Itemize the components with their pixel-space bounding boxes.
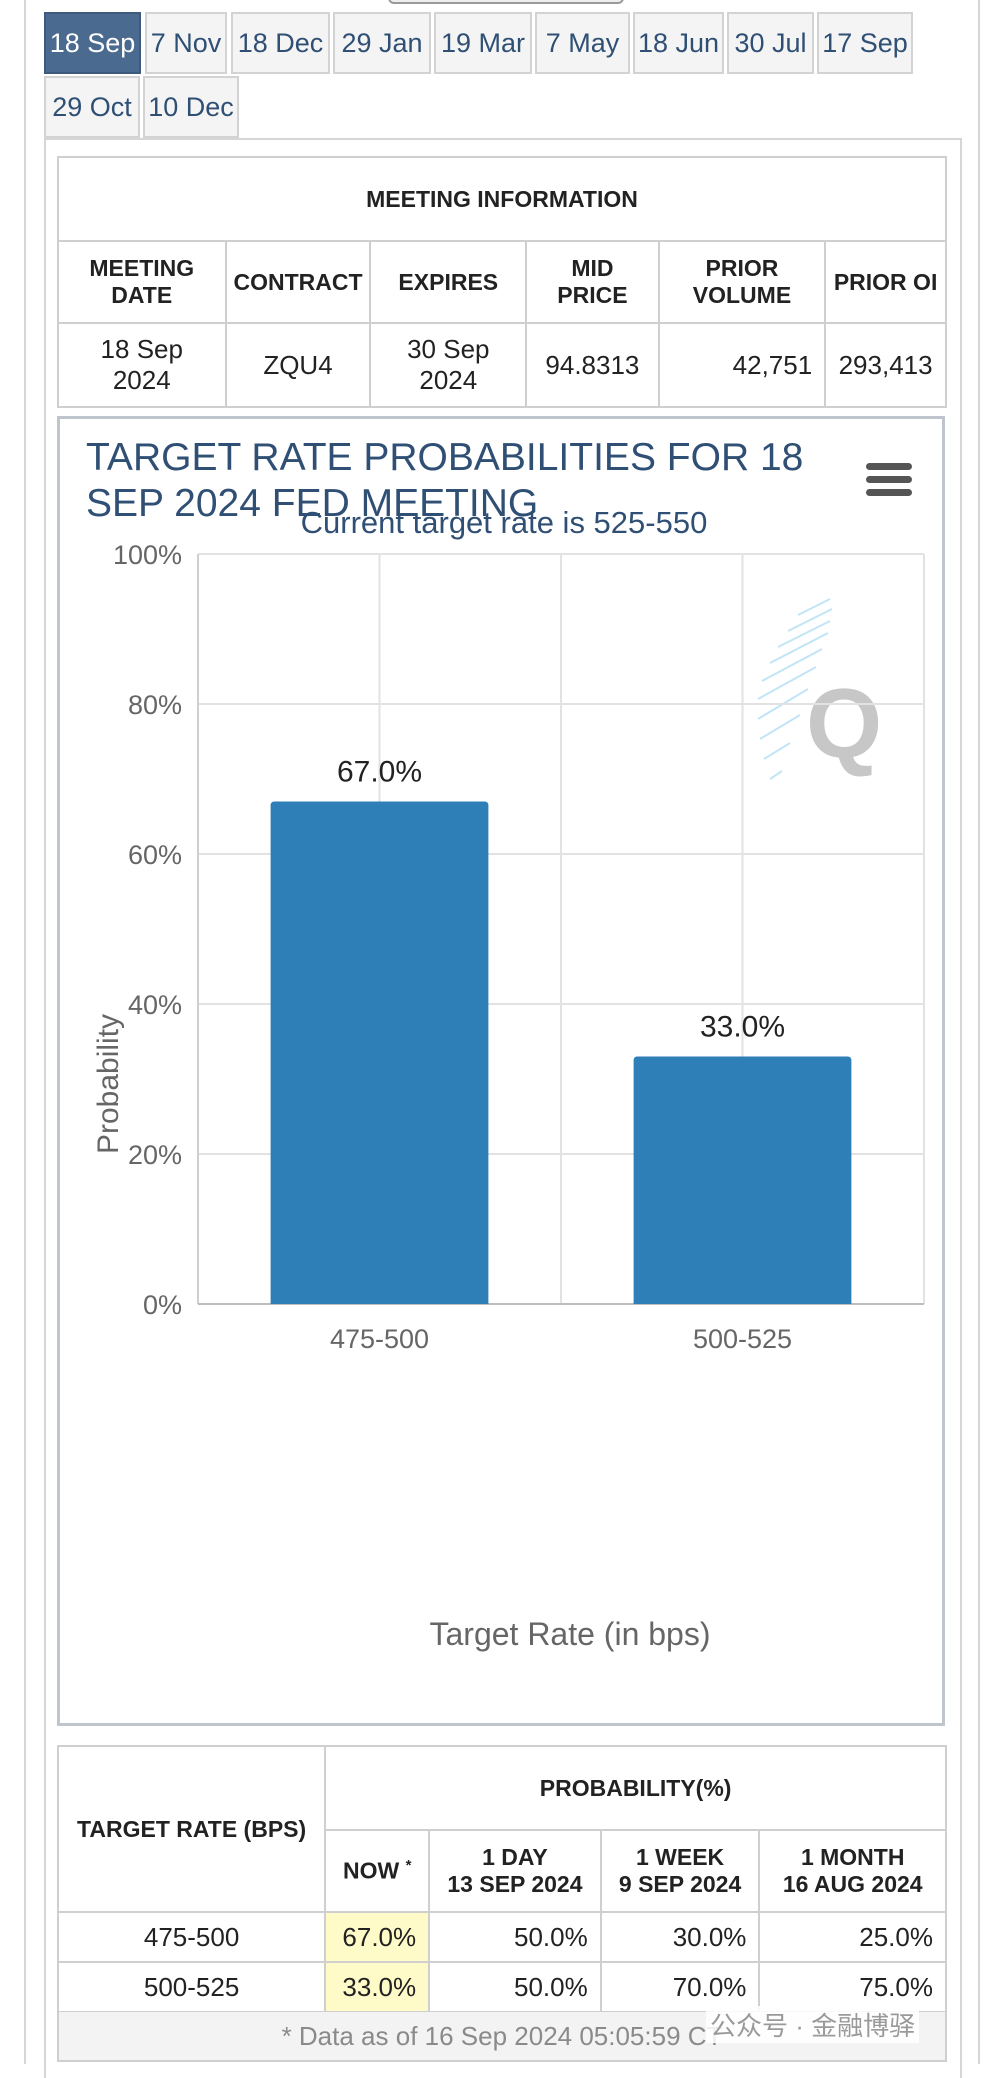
cell-1-week: 70.0% <box>599 1961 761 2013</box>
col-1-day-line1: 1 DAY <box>482 1844 548 1870</box>
table-row: 475-500 67.0% 50.0% 30.0% 25.0% <box>56 1911 947 1963</box>
page-frame <box>24 0 980 2064</box>
col-1-day: 1 DAY 13 SEP 2024 <box>428 1829 602 1913</box>
col-mid-price: MID PRICE <box>525 240 660 324</box>
tab-17-sep[interactable]: 17 Sep <box>817 12 913 74</box>
y-tick-label: 80% <box>128 690 182 720</box>
meeting-info-table: MEETING INFORMATION MEETING DATE CONTRAC… <box>57 156 947 408</box>
tab-7-nov[interactable]: 7 Nov <box>145 12 227 74</box>
col-1-month-line2: 16 AUG 2024 <box>782 1871 923 1897</box>
col-now: NOW * <box>324 1829 431 1913</box>
top-handle <box>388 0 624 4</box>
col-1-week-line1: 1 WEEK <box>635 1844 725 1870</box>
tab-18-jun[interactable]: 18 Jun <box>633 12 724 74</box>
y-tick-label: 40% <box>128 990 182 1020</box>
cell-1-month: 75.0% <box>758 1961 947 2013</box>
cell-meeting-date: 18 Sep 2024 <box>57 322 227 408</box>
cell-prior-volume: 42,751 <box>657 322 827 408</box>
cell-now: 67.0% <box>324 1911 431 1963</box>
tab-10-dec[interactable]: 10 Dec <box>143 76 239 138</box>
now-footnote-mark: * <box>405 1857 412 1875</box>
chart-subtitle: Current target rate is 525-550 <box>300 505 708 540</box>
cell-rate: 500-525 <box>56 1961 327 2013</box>
bar[interactable] <box>633 1056 852 1305</box>
cell-mid-price: 94.8313 <box>525 322 660 408</box>
y-axis-title: Probability <box>92 1014 125 1154</box>
cell-1-day: 50.0% <box>428 1911 602 1963</box>
cell-expires: 30 Sep 2024 <box>369 322 528 408</box>
cell-1-week: 30.0% <box>599 1911 761 1963</box>
probability-table: TARGET RATE (BPS) PROBABILITY(%) NOW * 1… <box>56 1745 947 2013</box>
probability-group-header: PROBABILITY(%) <box>324 1745 947 1831</box>
chart-title: TARGET RATE PROBABILITIES FOR 18 SEP 202… <box>86 436 804 525</box>
table-row: 500-525 33.0% 50.0% 70.0% 75.0% <box>56 1961 947 2013</box>
meeting-info-header: MEETING INFORMATION <box>57 156 947 242</box>
chart-plot: Q 0% 20% 40% 60% 80% 100% 67.0% 475-500 33.0% 500… <box>92 540 925 1652</box>
col-prior-oi: PRIOR OI <box>824 240 947 324</box>
q-logo-icon: Q <box>757 598 882 780</box>
col-1-week-line2: 9 SEP 2024 <box>618 1871 742 1897</box>
cell-prior-oi: 293,413 <box>824 322 947 408</box>
col-target-rate: TARGET RATE (BPS) <box>56 1745 327 1913</box>
y-tick-label: 60% <box>128 840 182 870</box>
col-meeting-date: MEETING DATE <box>57 240 227 324</box>
tab-7-may[interactable]: 7 May <box>535 12 630 74</box>
x-axis-title: Target Rate (in bps) <box>429 1616 710 1652</box>
tab-30-jul[interactable]: 30 Jul <box>727 12 814 74</box>
probability-chart: TARGET RATE PROBABILITIES FOR 18 SEP 202… <box>57 416 945 1726</box>
col-1-week: 1 WEEK 9 SEP 2024 <box>599 1829 761 1913</box>
content-panel <box>44 138 962 2078</box>
bar[interactable] <box>270 801 489 1305</box>
cell-contract: ZQU4 <box>224 322 372 408</box>
y-tick-label: 0% <box>143 1290 182 1320</box>
watermark-text: 公众号 · 金融博驿 <box>706 2006 920 2043</box>
col-1-day-line2: 13 SEP 2024 <box>447 1871 583 1897</box>
tab-29-oct[interactable]: 29 Oct <box>44 76 140 138</box>
bar-data-label: 33.0% <box>700 1011 785 1044</box>
tab-18-dec[interactable]: 18 Dec <box>231 12 330 74</box>
y-tick-label: 100% <box>113 540 182 570</box>
col-1-month-line1: 1 MONTH <box>800 1844 905 1870</box>
col-1-month: 1 MONTH 16 AUG 2024 <box>758 1829 947 1913</box>
hamburger-menu-icon[interactable] <box>866 463 912 501</box>
now-label: NOW <box>342 1857 400 1884</box>
cell-rate: 475-500 <box>56 1911 327 1963</box>
col-contract: CONTRACT <box>224 240 372 324</box>
tab-29-jan[interactable]: 29 Jan <box>333 12 431 74</box>
cell-1-day: 50.0% <box>428 1961 602 2013</box>
tab-19-mar[interactable]: 19 Mar <box>434 12 532 74</box>
tab-18-sep[interactable]: 18 Sep <box>44 12 141 74</box>
col-expires: EXPIRES <box>369 240 528 324</box>
svg-text:Q: Q <box>806 668 882 778</box>
bar-data-label: 67.0% <box>337 756 422 789</box>
y-tick-label: 20% <box>128 1140 182 1170</box>
cell-1-month: 25.0% <box>758 1911 947 1963</box>
col-prior-volume: PRIOR VOLUME <box>657 240 827 324</box>
cell-now: 33.0% <box>324 1961 431 2013</box>
x-tick-label: 500-525 <box>693 1324 792 1354</box>
x-tick-label: 475-500 <box>330 1324 429 1354</box>
